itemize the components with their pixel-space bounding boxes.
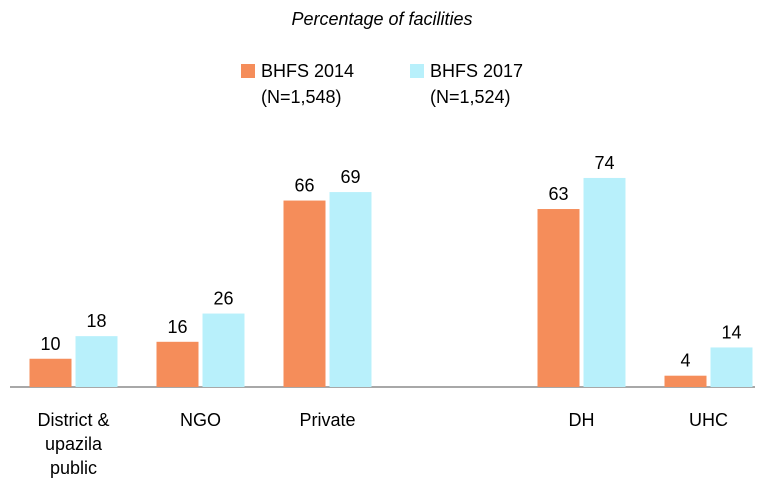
x-tick-label: District & upazila public <box>37 410 110 478</box>
value-label: 4 <box>680 351 690 371</box>
value-label: 63 <box>548 184 568 204</box>
x-tick-label: NGO <box>179 410 221 430</box>
legend-swatch <box>410 64 424 78</box>
value-label: 74 <box>594 153 614 173</box>
legend-item: BHFS 2017 (N=1,524) <box>410 58 555 110</box>
bar <box>283 200 326 387</box>
chart-title: Percentage of facilities <box>291 9 473 29</box>
bar <box>664 375 707 387</box>
bar <box>329 192 372 387</box>
bar <box>710 347 753 387</box>
legend-item: BHFS 2014 (N=1,548) <box>241 58 386 110</box>
bar <box>75 336 118 387</box>
legend-label: BHFS 2017 (N=1,524) <box>430 61 524 107</box>
value-label: 66 <box>294 176 314 196</box>
value-label: 18 <box>86 311 106 331</box>
bar <box>202 313 245 387</box>
x-tick-label: Private <box>299 410 356 430</box>
bar <box>537 209 580 387</box>
value-label: 69 <box>340 167 360 187</box>
value-label: 14 <box>721 322 741 342</box>
x-tick-label: UHC <box>689 410 728 430</box>
bar <box>29 358 72 387</box>
x-tick-label: DH <box>568 410 595 430</box>
bar <box>583 177 626 387</box>
value-label: 10 <box>40 334 60 354</box>
bar <box>156 341 199 387</box>
value-label: 16 <box>167 317 187 337</box>
legend-swatch <box>241 64 255 78</box>
value-label: 26 <box>213 289 233 309</box>
legend-label: BHFS 2014 (N=1,548) <box>261 61 355 107</box>
